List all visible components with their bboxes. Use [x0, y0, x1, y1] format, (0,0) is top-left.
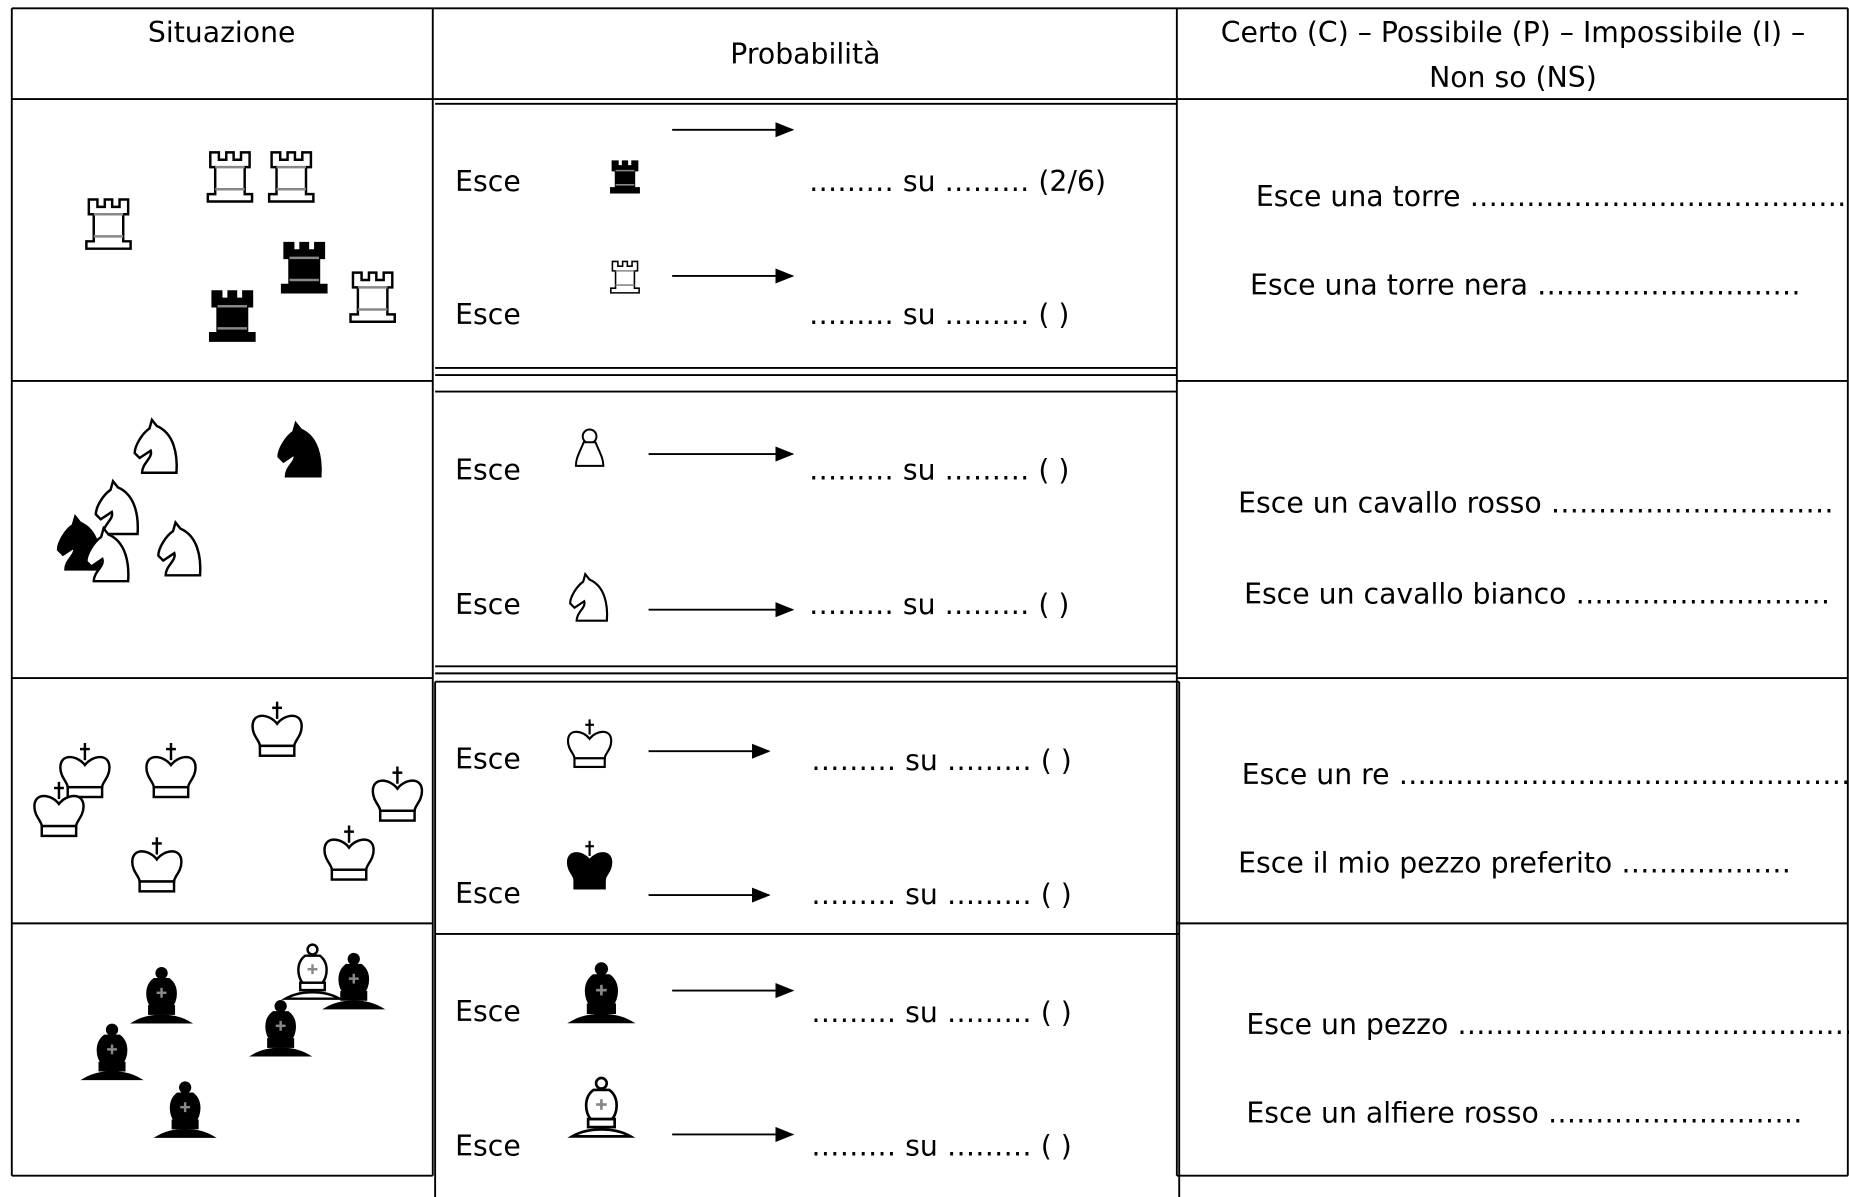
bishop	[156, 1081, 214, 1138]
bishop	[570, 1076, 632, 1138]
knight	[277, 422, 322, 478]
rook	[349, 271, 396, 324]
rook	[267, 151, 315, 203]
statement: Esce un alfiere rosso ………………………	[1246, 1096, 1802, 1129]
knight	[157, 521, 202, 577]
esce-label: Esce	[455, 454, 521, 487]
king	[131, 836, 183, 893]
statement: Esce un re ……….…………………….……………	[1242, 758, 1849, 791]
rook	[610, 260, 640, 294]
rook	[610, 160, 640, 194]
probability-answer: ……… su ……… ( )	[811, 1129, 1072, 1162]
bishop	[133, 967, 190, 1024]
probability-answer: ……… su ……… ( )	[809, 454, 1070, 487]
king	[251, 700, 303, 757]
king	[371, 765, 424, 822]
esce-label: Esce	[455, 165, 521, 198]
king	[323, 824, 375, 881]
rook	[85, 198, 132, 250]
statement: Esce un pezzo ……………………………………	[1246, 1008, 1849, 1041]
bishop	[570, 962, 632, 1024]
probability-answer: ……… su ……… ( )	[809, 298, 1070, 331]
bishop	[83, 1023, 141, 1081]
probability-answer: ……… su ……… ( )	[811, 744, 1072, 777]
esce-label: Esce	[455, 588, 521, 621]
knight	[94, 479, 140, 536]
pawn	[574, 428, 605, 467]
esce-label: Esce	[455, 298, 521, 331]
knight	[569, 573, 609, 622]
statement: Esce il mio pezzo preferito ………………	[1238, 846, 1791, 879]
esce-label: Esce	[455, 995, 521, 1028]
knight	[133, 418, 178, 474]
probability-answer: ……… su ……… ( )	[811, 996, 1072, 1029]
rook	[208, 290, 256, 342]
probability-answer: ……… su ……… (2/6)	[809, 165, 1106, 198]
statement: Esce una torre nera …………….…………	[1250, 269, 1801, 302]
probability-answer: ……… su ……… ( )	[811, 878, 1072, 911]
king	[566, 718, 613, 769]
king	[566, 839, 613, 890]
column-header: Situazione	[148, 16, 296, 49]
king	[59, 741, 111, 799]
rook	[206, 151, 254, 203]
esce-label: Esce	[455, 877, 521, 910]
rook	[280, 241, 328, 294]
probability-answer: ……… su ……… ( )	[809, 588, 1070, 621]
bishop	[325, 952, 383, 1010]
statement: Esce una torre …………………….……………	[1256, 180, 1847, 213]
bishop	[284, 943, 341, 1000]
king	[145, 741, 197, 799]
column-header: Probabilità	[730, 37, 880, 70]
statement: Esce un cavallo rosso …………………………	[1238, 487, 1834, 520]
esce-label: Esce	[455, 1129, 521, 1162]
column-header: Certo (C) – Possibile (P) – Impossibile …	[1221, 16, 1805, 49]
esce-label: Esce	[455, 743, 521, 776]
column-header: Non so (NS)	[1429, 61, 1597, 94]
bishop	[252, 1000, 309, 1057]
statement: Esce un cavallo bianco ………………………	[1244, 578, 1830, 611]
